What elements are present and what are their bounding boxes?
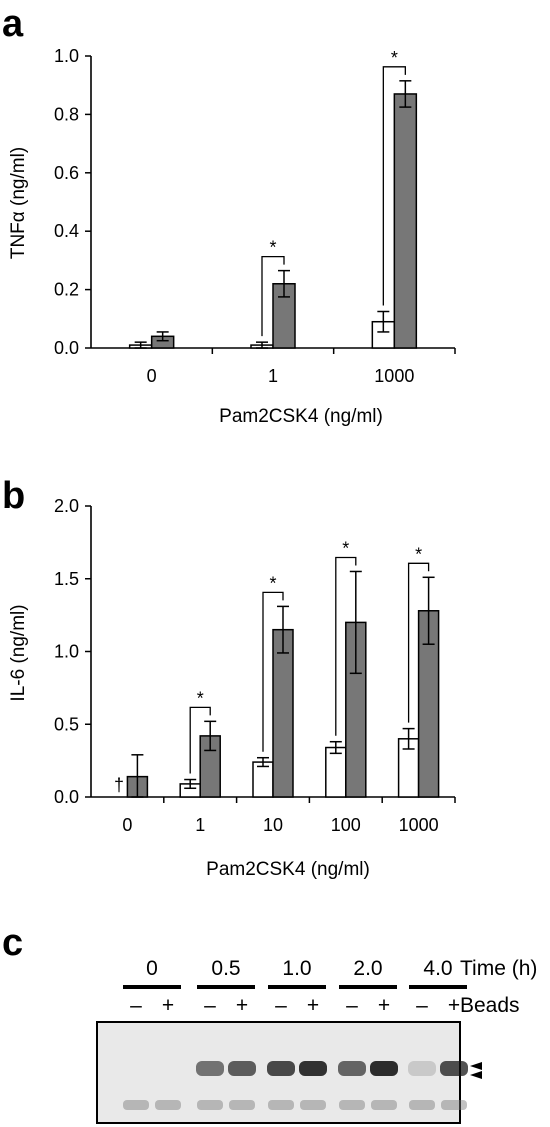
y-tick-label: 0.0 [54, 787, 79, 807]
bar-control [252, 761, 274, 798]
tnf-chart: TNFα (ng/ml) Pam2CSK4 (ng/ml) 0.0 0.2 0.4 0… [8, 46, 456, 427]
panel-letter-a: a [2, 3, 24, 45]
beads-minus: – [275, 994, 287, 1017]
upper-band [440, 1061, 468, 1076]
time-point-label: 0 [146, 957, 158, 980]
y-axis-title: TNFα (ng/ml) [8, 147, 29, 259]
lower-band [371, 1100, 397, 1110]
y-tick-label: 1.0 [54, 642, 79, 662]
beads-plus: + [378, 994, 390, 1017]
beads-plus: + [448, 994, 460, 1017]
y-tick-label: 2.0 [54, 496, 79, 516]
significance-star: * [269, 573, 276, 593]
y-tick-label: 0.4 [54, 221, 79, 241]
lower-band [268, 1100, 294, 1110]
x-tick-label: 0 [122, 815, 132, 835]
lower-band [229, 1100, 255, 1110]
time-point-label: 2.0 [353, 957, 382, 980]
x-axis-title: Pam2CSK4 (ng/ml) [206, 859, 370, 880]
significance-bracket [335, 556, 357, 736]
significance-bracket [382, 66, 406, 306]
x-tick-label: 1 [268, 366, 278, 386]
significance-star: * [269, 238, 276, 258]
panel-letter-b: b [2, 475, 25, 517]
upper-band [299, 1061, 327, 1076]
bar-beads [393, 93, 418, 349]
y-axis-title: IL-6 (ng/ml) [8, 604, 29, 701]
y-tick-label: 0.8 [54, 104, 79, 124]
significance-star: * [415, 544, 422, 564]
x-tick-label: 1 [195, 815, 205, 835]
upper-arrowhead [470, 1062, 482, 1070]
y-tick-label: 1.5 [54, 569, 79, 589]
upper-band [267, 1061, 295, 1076]
y-tick-label: 1.0 [54, 46, 79, 66]
lower-band [339, 1100, 365, 1110]
lower-band [300, 1100, 326, 1110]
time-point-label: 4.0 [423, 957, 452, 980]
significance-star: * [342, 538, 349, 558]
x-tick-label: 1000 [374, 366, 414, 386]
upper-band [228, 1061, 256, 1076]
upper-band [338, 1061, 366, 1076]
lower-arrowhead [470, 1071, 482, 1079]
upper-band [408, 1061, 436, 1076]
significance-star: * [391, 48, 398, 68]
bar-beads [272, 628, 294, 798]
lower-band [197, 1100, 223, 1110]
lower-band [409, 1100, 435, 1110]
time-point-label: 1.0 [282, 957, 311, 980]
bar-control [325, 746, 347, 798]
beads-label: Beads [460, 994, 520, 1017]
beads-plus: + [162, 994, 174, 1017]
beads-minus: – [346, 994, 358, 1017]
upper-band [370, 1061, 398, 1076]
x-tick-label: 100 [331, 815, 361, 835]
y-tick-label: 0.2 [54, 280, 79, 300]
lower-band [155, 1100, 181, 1110]
lower-band [123, 1100, 149, 1110]
x-tick-label: 1000 [399, 815, 439, 835]
beads-minus: – [416, 994, 428, 1017]
dagger-mark: † [114, 775, 124, 795]
significance-bracket [261, 255, 285, 337]
time-point-label: 0.5 [211, 957, 240, 980]
beads-minus: – [130, 994, 142, 1017]
upper-band [196, 1061, 224, 1076]
beads-minus: – [204, 994, 216, 1017]
lower-band [441, 1100, 467, 1110]
beads-plus: + [307, 994, 319, 1017]
x-axis-title: Pam2CSK4 (ng/ml) [219, 406, 383, 427]
x-tick-label: 0 [147, 366, 157, 386]
beads-plus: + [236, 994, 248, 1017]
y-tick-label: 0.5 [54, 714, 79, 734]
significance-bracket [262, 591, 284, 752]
significance-bracket [189, 706, 211, 774]
time-label: Time (h) [460, 957, 537, 980]
y-tick-label: 0.0 [54, 338, 79, 358]
x-tick-label: 10 [263, 815, 283, 835]
significance-star: * [197, 688, 204, 708]
il6-chart: IL-6 (ng/ml) Pam2CSK4 (ng/ml) 0.0 0.5 1.0 1… [8, 496, 456, 880]
panel-letter-c: c [2, 922, 23, 964]
gel-panel: Time (h) Beads 0– +0.5– +1.0– +2.0– +4.0– + [96, 957, 537, 1124]
y-tick-label: 0.6 [54, 163, 79, 183]
significance-bracket [407, 562, 430, 723]
